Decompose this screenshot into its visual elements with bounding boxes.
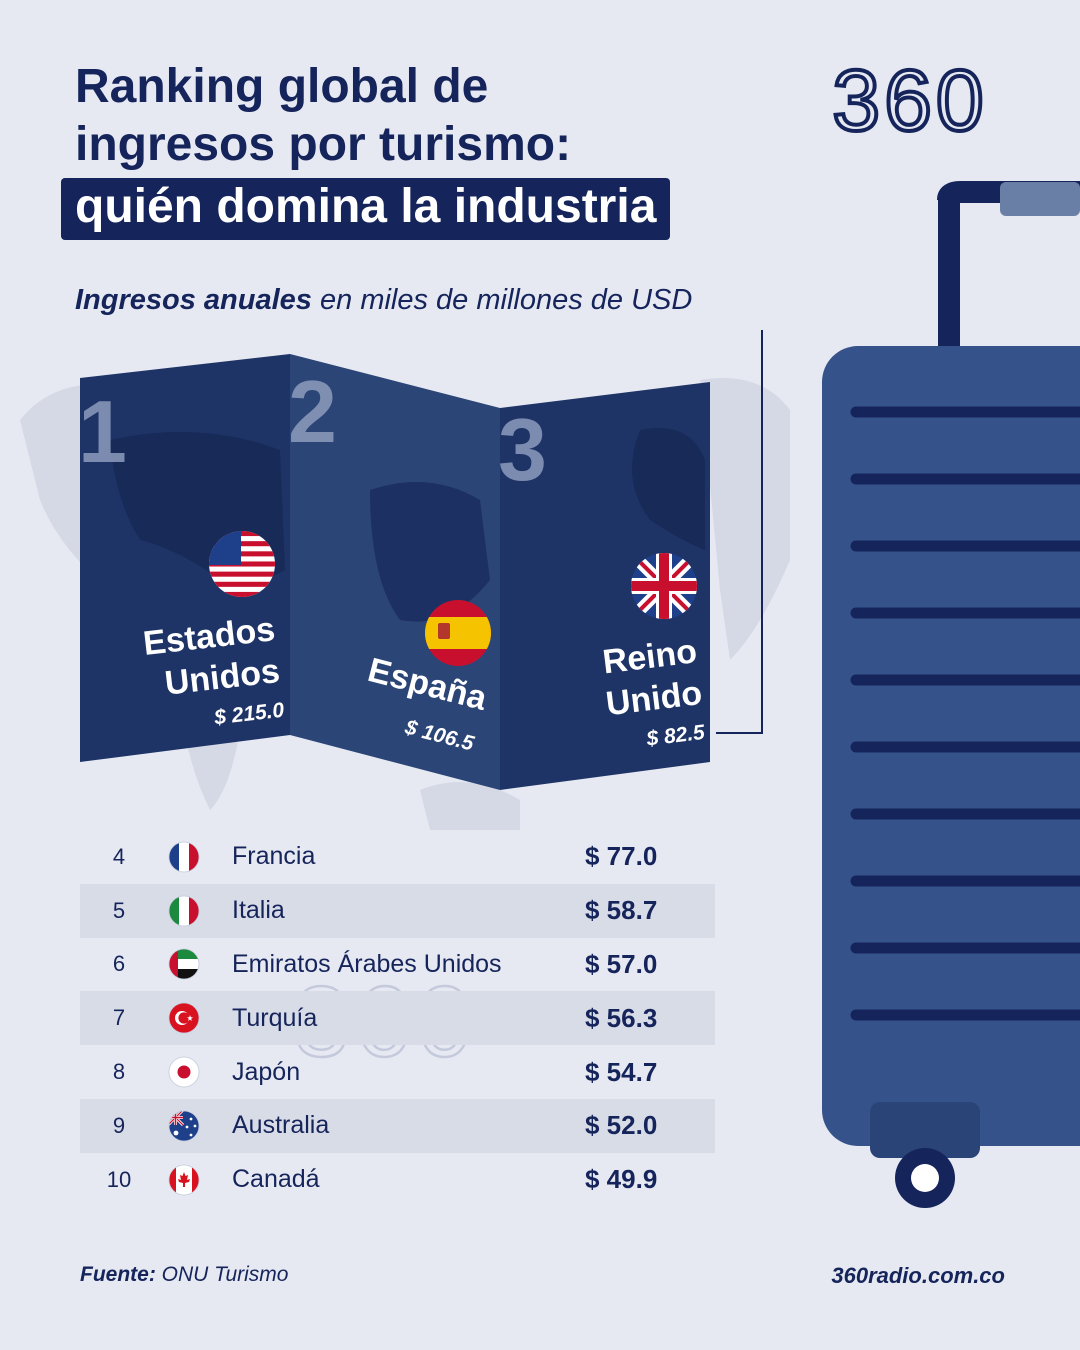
- suitcase-wheel-hub: [911, 1164, 939, 1192]
- logo-text: 360: [832, 60, 988, 140]
- row-rank: 10: [106, 1166, 132, 1192]
- row-country: Australia: [232, 1111, 330, 1140]
- table-row: 5 Italia $ 58.7: [80, 883, 715, 938]
- row-rank: 8: [112, 1059, 126, 1085]
- row-rank: 9: [112, 1112, 126, 1138]
- uae-flag-icon: [168, 948, 200, 980]
- spain-flag-icon: [425, 600, 491, 666]
- page-title: Ranking global de ingresos por turismo: …: [61, 58, 775, 240]
- row-value: $ 52.0: [585, 1110, 658, 1141]
- uk-map-shape: [632, 428, 705, 550]
- uk-flag-icon: [631, 553, 697, 619]
- row-rank: 7: [112, 1005, 126, 1031]
- suitcase-illustration: [822, 181, 1080, 1208]
- canada-flag-icon: [168, 1164, 200, 1196]
- title-line-3-highlight: quién domina la industria: [61, 178, 671, 240]
- row-rank: 6: [112, 951, 126, 977]
- usa-flag-icon: [209, 531, 275, 597]
- logo-360: 360: [830, 60, 988, 140]
- row-value: $ 77.0: [585, 841, 658, 872]
- turkey-flag-icon: [168, 1002, 200, 1034]
- table-row: 9 Australia $ 52.0: [80, 1098, 715, 1153]
- row-country: Turquía: [232, 1003, 318, 1032]
- australia-flag-icon: [168, 1110, 200, 1142]
- row-rank: 5: [112, 897, 126, 923]
- rank-1-number: 1: [78, 382, 127, 481]
- table-row: 6 Emiratos Árabes Unidos $ 57.0: [80, 938, 715, 992]
- row-country: Canadá: [232, 1165, 320, 1194]
- france-flag-icon: [168, 841, 200, 873]
- suitcase-handle-top: [937, 181, 1080, 204]
- title-line-2: ingresos por turismo:: [75, 118, 572, 171]
- source-note: Fuente: ONU Turismo: [80, 1263, 288, 1287]
- row-country: Francia: [232, 842, 316, 871]
- website-link[interactable]: 360radio.com.co: [831, 1263, 1005, 1288]
- row-value: $ 54.7: [585, 1056, 658, 1087]
- suitcase-stripes: [850, 406, 1080, 1021]
- japan-flag-icon: [168, 1056, 200, 1088]
- row-value: $ 58.7: [585, 895, 658, 926]
- ranking-table: 4 Francia $ 77.0 5 Italia $ 58.7 6 Emiratos Ára…: [80, 830, 715, 1207]
- table-row: 8 Japón $ 54.7: [80, 1045, 715, 1099]
- source-label: Fuente:: [80, 1263, 156, 1286]
- podium-map: 1 2 3 E: [20, 330, 790, 830]
- row-country: Japón: [232, 1057, 301, 1086]
- subtitle-bold: Ingresos anuales: [75, 284, 312, 316]
- suitcase-handle-left: [938, 196, 960, 356]
- table-row: 10 Canadá $ 49.9: [80, 1153, 715, 1207]
- row-country: Emiratos Árabes Unidos: [232, 949, 502, 978]
- chart-subtitle: Ingresos anuales en miles de millones de…: [75, 284, 692, 317]
- suitcase-handle-grip: [1000, 182, 1080, 216]
- title-line-1: Ranking global de: [75, 60, 489, 113]
- row-value: $ 49.9: [585, 1164, 658, 1195]
- table-row: 7 Turquía $ 56.3: [80, 991, 715, 1046]
- suitcase-wheel-mount: [870, 1102, 980, 1158]
- row-rank: 4: [112, 843, 126, 869]
- source-value: ONU Turismo: [161, 1263, 289, 1286]
- italy-flag-icon: [168, 895, 200, 927]
- row-country: Italia: [232, 896, 285, 925]
- table-row: 4 Francia $ 77.0: [80, 830, 715, 884]
- row-value: $ 56.3: [585, 1002, 658, 1033]
- rank-2-number: 2: [288, 362, 337, 461]
- row-value: $ 57.0: [585, 948, 658, 979]
- rank-3-number: 3: [498, 400, 547, 499]
- spain-map-shape: [370, 482, 490, 622]
- subtitle-rest: en miles de millones de USD: [320, 284, 693, 316]
- subtitle-connector-line: [716, 330, 763, 734]
